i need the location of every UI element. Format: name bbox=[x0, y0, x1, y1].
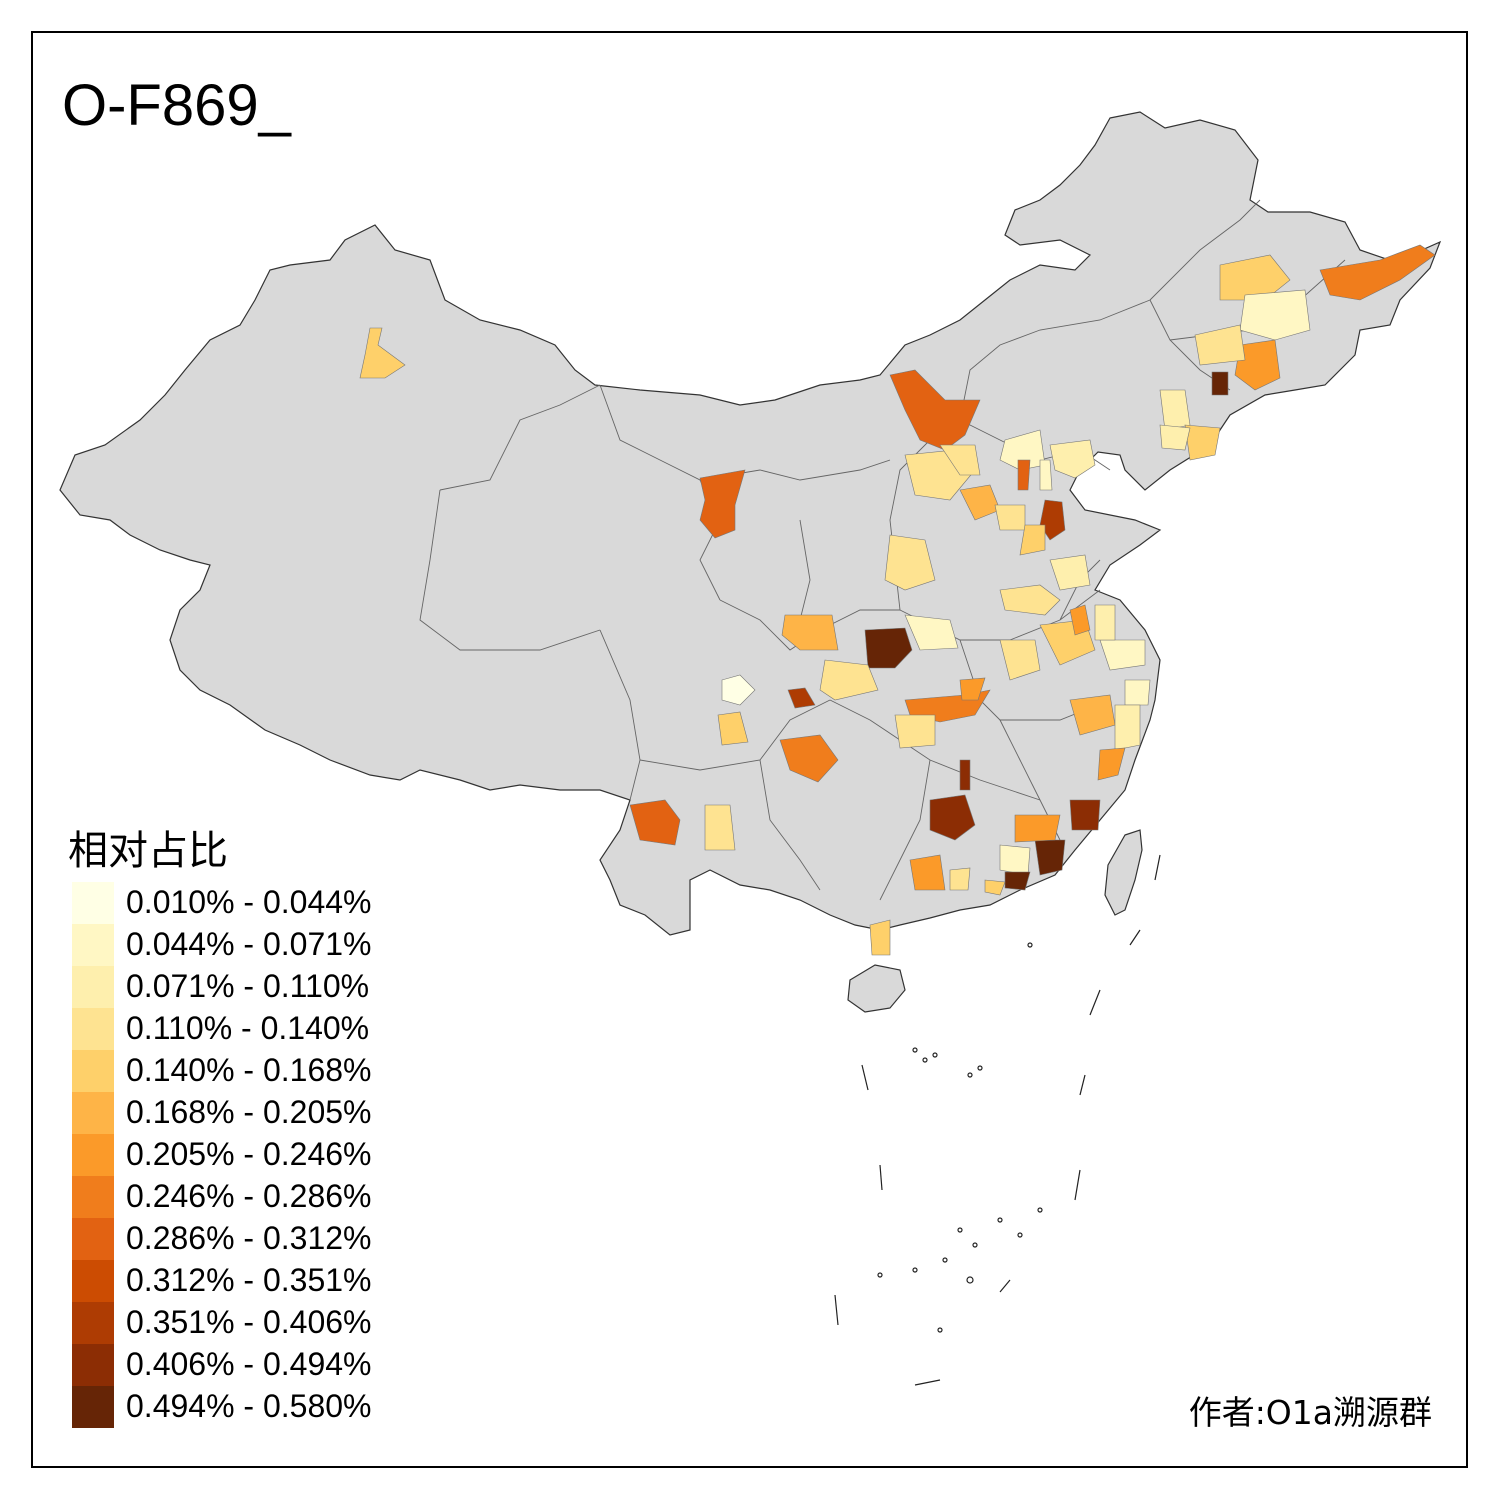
region bbox=[359, 327, 406, 379]
legend-swatch bbox=[72, 1344, 114, 1386]
legend-label: 0.205% - 0.246% bbox=[126, 1136, 372, 1172]
legend-label: 0.168% - 0.205% bbox=[126, 1094, 372, 1130]
region bbox=[959, 677, 986, 701]
region bbox=[1049, 554, 1091, 591]
legend-label: 0.044% - 0.071% bbox=[126, 926, 372, 962]
region bbox=[1124, 679, 1151, 706]
region bbox=[929, 794, 976, 841]
region bbox=[781, 614, 839, 651]
region bbox=[819, 659, 879, 701]
island-hainan bbox=[847, 964, 906, 1013]
region bbox=[1049, 439, 1096, 479]
region bbox=[1159, 389, 1191, 431]
region bbox=[1034, 839, 1066, 876]
region bbox=[889, 369, 981, 451]
legend-swatch bbox=[72, 1386, 114, 1428]
region bbox=[1159, 424, 1191, 451]
legend-swatch bbox=[72, 924, 114, 966]
legend-label: 0.140% - 0.168% bbox=[126, 1052, 372, 1088]
region bbox=[1097, 747, 1126, 781]
country-mainland bbox=[59, 111, 1442, 936]
region bbox=[894, 714, 936, 749]
region bbox=[779, 734, 839, 783]
legend-label: 0.246% - 0.286% bbox=[126, 1178, 372, 1214]
region bbox=[999, 844, 1031, 876]
legend-label: 0.110% - 0.140% bbox=[126, 1010, 370, 1046]
legend-label: 0.312% - 0.351% bbox=[126, 1262, 372, 1298]
legend-swatch bbox=[72, 882, 114, 924]
region bbox=[939, 444, 981, 476]
highlighted-regions bbox=[359, 244, 1436, 956]
region bbox=[1017, 459, 1031, 491]
region bbox=[1234, 339, 1281, 391]
legend-swatch bbox=[72, 1260, 114, 1302]
island-taiwan bbox=[1104, 829, 1143, 916]
legend-swatch bbox=[72, 1092, 114, 1134]
region bbox=[904, 614, 959, 651]
legend-title: 相对占比 bbox=[68, 828, 228, 874]
region bbox=[1114, 704, 1141, 751]
region bbox=[1211, 371, 1229, 396]
region bbox=[1219, 254, 1291, 301]
legend-swatch bbox=[72, 1302, 114, 1344]
south-sea-islands bbox=[834, 854, 1161, 1386]
legend-swatch bbox=[72, 966, 114, 1008]
region bbox=[999, 429, 1046, 471]
region bbox=[994, 504, 1026, 531]
legend-swatch bbox=[72, 1176, 114, 1218]
region bbox=[704, 804, 736, 851]
region bbox=[864, 627, 913, 669]
legend-label: 0.286% - 0.312% bbox=[126, 1220, 372, 1256]
region bbox=[1039, 459, 1053, 491]
region bbox=[884, 534, 936, 591]
region bbox=[959, 759, 971, 791]
region bbox=[999, 639, 1041, 681]
region bbox=[999, 584, 1061, 616]
region bbox=[717, 711, 749, 746]
region bbox=[949, 867, 971, 891]
region bbox=[629, 799, 681, 846]
region bbox=[984, 879, 1006, 896]
region bbox=[1194, 324, 1246, 366]
region bbox=[1184, 424, 1221, 461]
region bbox=[1239, 289, 1311, 341]
region bbox=[869, 919, 891, 956]
legend-swatch bbox=[72, 1008, 114, 1050]
legend-label: 0.351% - 0.406% bbox=[126, 1304, 372, 1340]
legend-swatch bbox=[72, 1218, 114, 1260]
region bbox=[1319, 244, 1436, 301]
region bbox=[1069, 799, 1101, 831]
legend-label: 0.071% - 0.110% bbox=[126, 968, 370, 1004]
region bbox=[1099, 639, 1146, 671]
legend-swatch bbox=[72, 1050, 114, 1092]
region bbox=[1019, 524, 1046, 556]
region bbox=[721, 674, 756, 706]
region bbox=[787, 687, 816, 709]
author-credit: 作者:O1a溯源群 bbox=[1188, 1393, 1432, 1432]
legend-label: 0.494% - 0.580% bbox=[126, 1388, 372, 1424]
region bbox=[909, 854, 946, 891]
map-title: O-F869_ bbox=[62, 73, 291, 138]
legend-label: 0.010% - 0.044% bbox=[126, 884, 372, 920]
legend-label: 0.406% - 0.494% bbox=[126, 1346, 372, 1382]
region bbox=[1094, 604, 1116, 641]
legend-swatch bbox=[72, 1134, 114, 1176]
region bbox=[1039, 499, 1066, 541]
region bbox=[699, 469, 746, 539]
region bbox=[1014, 814, 1061, 843]
region bbox=[1069, 604, 1091, 636]
